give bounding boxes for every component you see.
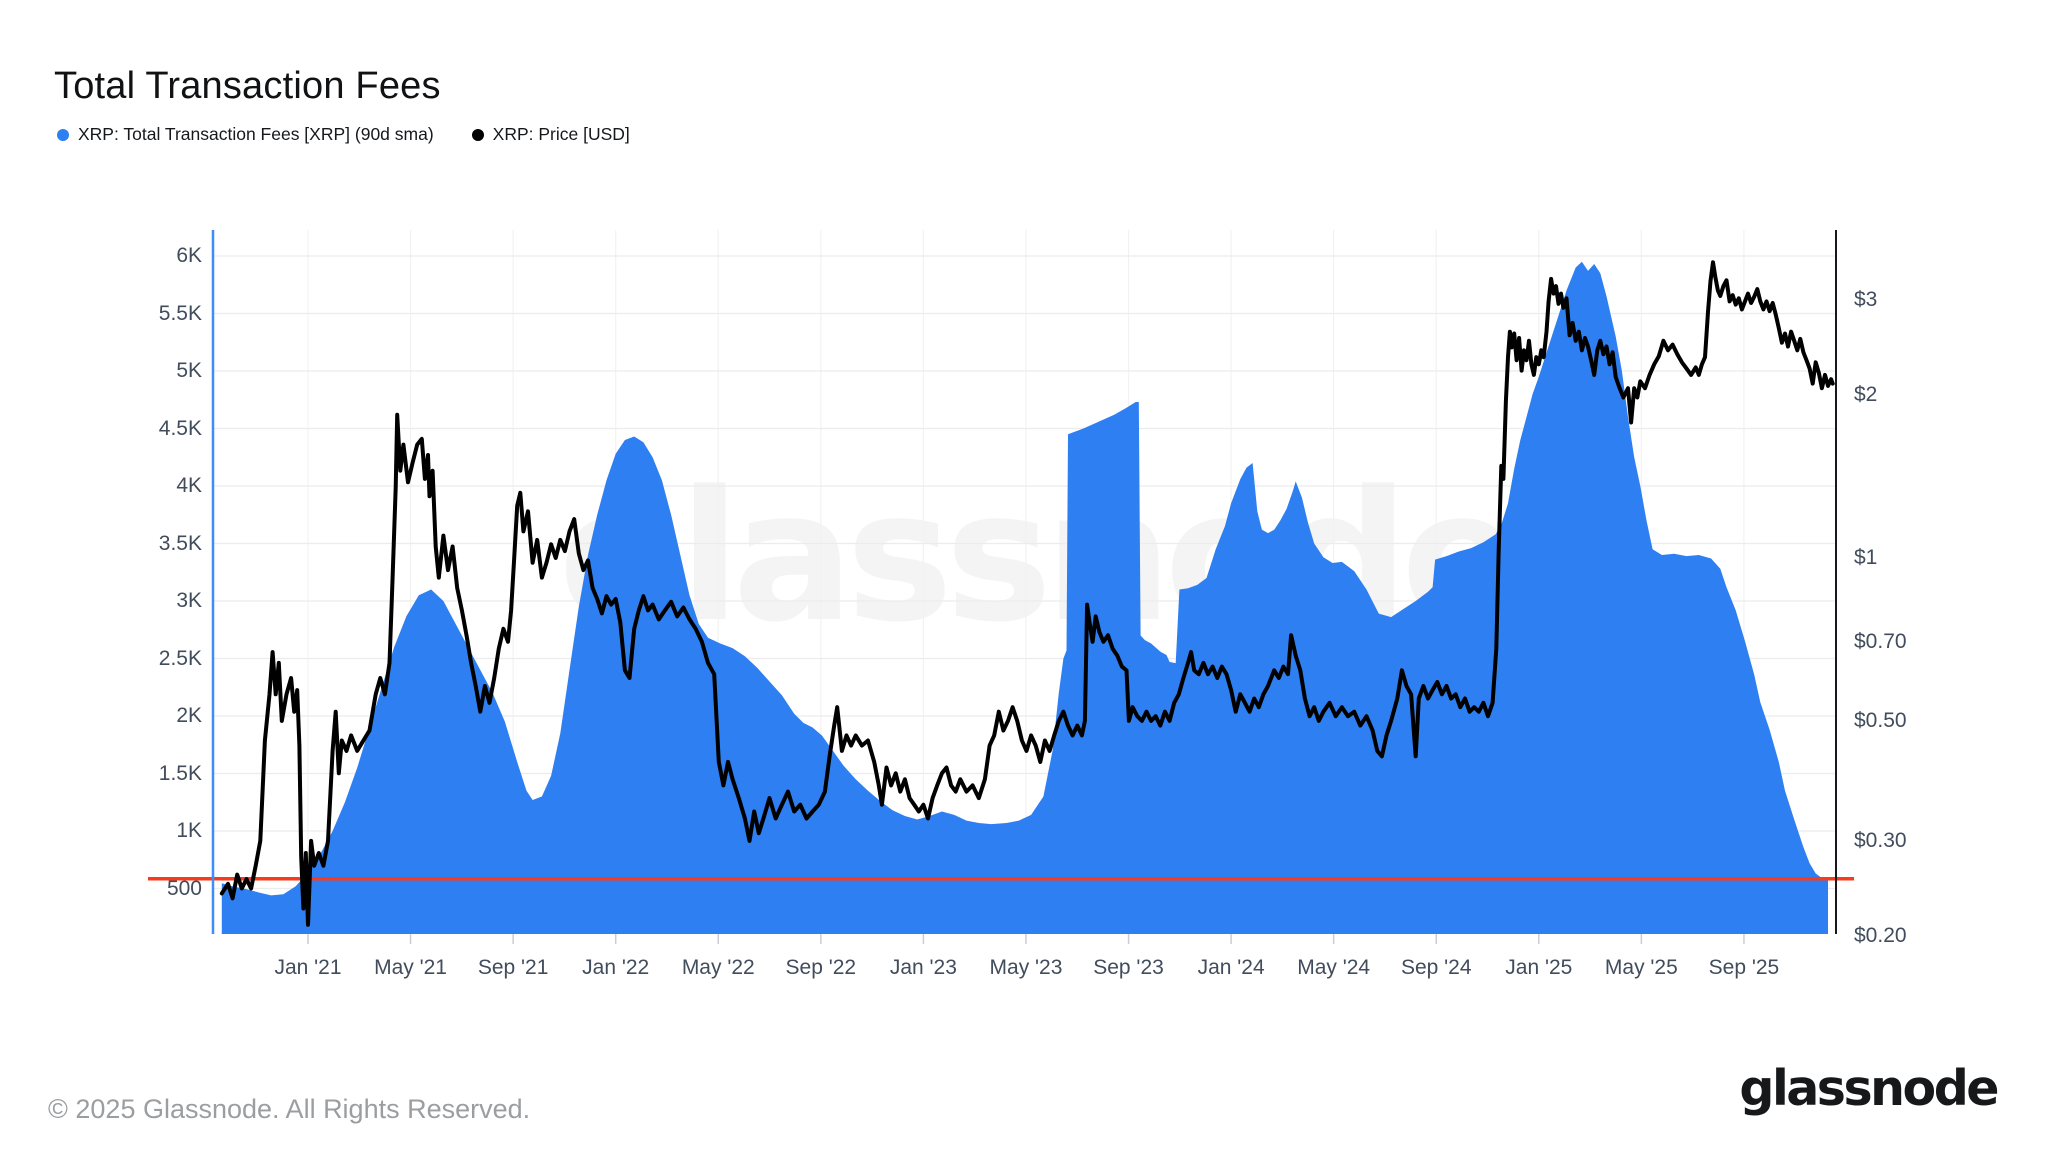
x-axis-tick-label: Jan '22	[582, 956, 650, 979]
left-axis-tick-label: 5K	[176, 359, 202, 382]
x-axis-tick-label: Sep '22	[785, 956, 857, 979]
x-axis-tick-label: Jan '21	[274, 956, 342, 979]
x-axis-tick-label: Sep '25	[1708, 956, 1780, 979]
right-axis-tick-label: $2	[1854, 383, 1878, 407]
left-axis-tick-label: 5.5K	[158, 301, 202, 325]
legend-item-fees[interactable]: XRP: Total Transaction Fees [XRP] (90d s…	[57, 124, 434, 145]
page-title: Total Transaction Fees	[54, 65, 441, 108]
left-axis-tick-label: 4.5K	[158, 416, 202, 440]
fees-area-series	[221, 261, 1828, 934]
left-axis-tick-label: 2K	[176, 704, 202, 727]
x-axis-tick-label: May '24	[1297, 956, 1371, 979]
left-axis-tick-label: 4K	[176, 474, 202, 497]
right-axis-tick-label: $0.70	[1854, 629, 1907, 653]
copyright-text: © 2025 Glassnode. All Rights Reserved.	[48, 1094, 531, 1124]
legend-item-price[interactable]: XRP: Price [USD]	[471, 124, 630, 145]
left-axis-tick-label: 500	[166, 876, 202, 900]
chart-legend: XRP: Total Transaction Fees [XRP] (90d s…	[57, 124, 630, 145]
legend-item-fees-label: XRP: Total Transaction Fees [XRP] (90d s…	[78, 124, 434, 144]
x-axis-tick-label: May '22	[681, 956, 755, 979]
x-axis-tick-label: Sep '21	[477, 956, 549, 979]
legend-item-price-label: XRP: Price [USD]	[492, 124, 630, 144]
right-axis-tick-label: $3	[1854, 287, 1878, 311]
x-axis-tick-label: May '21	[374, 956, 447, 979]
fees-legend-dot-icon	[57, 128, 69, 141]
x-axis-tick-label: May '23	[989, 956, 1063, 979]
right-axis-tick-label: $0.30	[1854, 828, 1907, 852]
left-axis-tick-label: 1.5K	[158, 761, 202, 785]
x-axis-tick-label: May '25	[1604, 956, 1678, 979]
right-axis-tick-label: $1	[1854, 546, 1878, 569]
price-line-series	[219, 260, 1835, 927]
x-axis-tick-label: Sep '24	[1400, 956, 1472, 979]
right-axis-tick-label: $0.20	[1854, 924, 1907, 948]
x-axis-tick-label: Jan '25	[1505, 956, 1573, 979]
left-axis-tick-label: 1K	[176, 819, 202, 842]
x-axis-tick-label: Sep '23	[1093, 956, 1164, 979]
x-axis-tick-marks	[307, 934, 1745, 944]
glassnode-logo: glassnode	[1739, 1060, 1999, 1117]
left-axis-tick-label: 6K	[176, 244, 202, 267]
x-axis-tick-label: Jan '23	[889, 956, 957, 979]
right-axis-tick-label: $0.50	[1854, 708, 1907, 732]
left-axis-tick-label: 3.5K	[158, 531, 202, 555]
x-axis-tick-label: Jan '24	[1197, 956, 1265, 979]
left-axis-tick-label: 2.5K	[158, 646, 202, 670]
price-legend-dot-icon	[471, 128, 484, 141]
left-axis-tick-label: 3K	[176, 589, 202, 612]
